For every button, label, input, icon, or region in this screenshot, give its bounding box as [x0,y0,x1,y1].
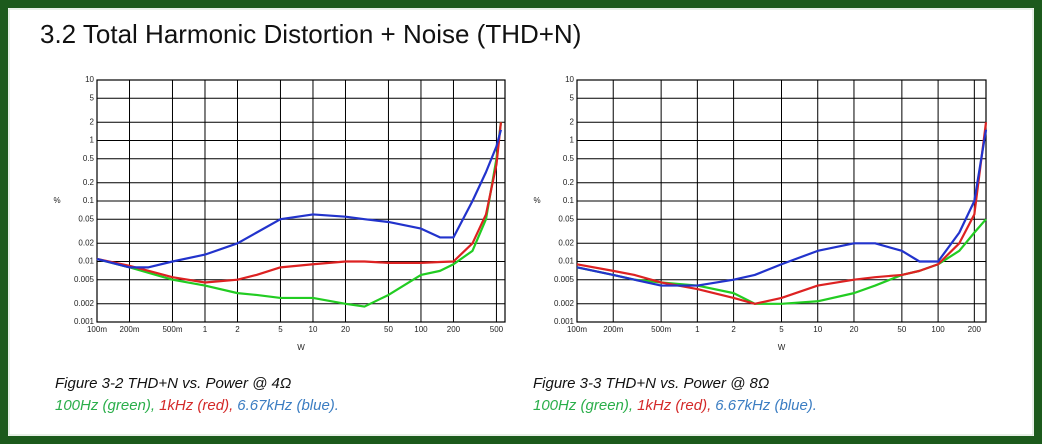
x-tick-label: 2 [235,325,240,334]
y-tick-label: 10 [85,75,94,84]
series-line [576,218,987,305]
y-tick-label: 0.005 [74,275,95,284]
series-line [576,129,988,287]
x-tick-label: 1 [203,325,208,334]
legend-entry: 100Hz (green), [55,397,155,414]
x-tick-label: 500m [651,325,671,334]
x-axis-label: W [297,343,305,352]
y-tick-label: 2 [90,117,95,126]
legend-entry: 1kHz (red), [637,397,711,414]
x-tick-label: 10 [813,325,822,334]
legend-entry: 100Hz (green), [533,397,633,414]
y-tick-label: 0.1 [83,196,95,205]
y-tick-label: 0.001 [74,317,95,326]
y-tick-label: 0.002 [74,299,95,308]
y-tick-label: 0.1 [563,196,575,205]
x-tick-label: 200 [968,325,982,334]
figure-caption: Figure 3-2 THD+N vs. Power @ 4Ω [55,375,291,392]
y-tick-label: 0.005 [554,275,575,284]
x-tick-label: 5 [278,325,283,334]
y-tick-label: 0.05 [78,214,94,223]
x-tick-label: 200 [447,325,461,334]
y-tick-label: 10 [565,75,574,84]
y-tick-label: 0.2 [83,178,95,187]
legend-entry: 6.67kHz (blue). [715,397,817,414]
y-tick-label: 0.02 [78,238,94,247]
y-tick-label: 0.01 [78,257,94,266]
x-tick-label: 5 [779,325,784,334]
x-tick-label: 200m [120,325,140,334]
x-tick-label: 50 [384,325,393,334]
y-tick-label: 2 [570,117,575,126]
x-tick-label: 10 [309,325,318,334]
y-tick-label: 5 [90,93,95,102]
y-axis-label: % [533,196,540,205]
y-tick-label: 0.5 [563,154,575,163]
x-tick-label: 1 [695,325,700,334]
x-tick-label: 2 [731,325,736,334]
legend-entry: 6.67kHz (blue). [237,397,339,414]
x-tick-label: 200m [603,325,623,334]
x-tick-label: 100 [414,325,428,334]
y-tick-label: 1 [570,136,575,145]
y-tick-label: 0.002 [554,299,575,308]
y-tick-label: 0.05 [558,214,574,223]
inner-frame [8,8,1034,436]
x-tick-label: 100 [931,325,945,334]
series-line [576,122,988,305]
legend: 100Hz (green), 1kHz (red), 6.67kHz (blue). [533,397,817,414]
y-tick-label: 5 [570,93,575,102]
y-tick-label: 1 [90,136,95,145]
legend: 100Hz (green), 1kHz (red), 6.67kHz (blue). [55,397,339,414]
y-tick-label: 0.001 [554,317,575,326]
y-tick-label: 0.2 [563,178,575,187]
section-title: 3.2 Total Harmonic Distortion + Noise (T… [40,19,581,49]
legend-entry: 1kHz (red), [159,397,233,414]
x-tick-label: 50 [897,325,906,334]
x-tick-label: 20 [341,325,350,334]
series-line [96,129,502,269]
series-line [96,122,503,308]
x-tick-label: 100m [567,325,587,334]
y-tick-label: 0.01 [558,257,574,266]
x-tick-label: 500m [162,325,182,334]
series-line [96,122,503,284]
x-tick-label: 100m [87,325,107,334]
figure-caption: Figure 3-3 THD+N vs. Power @ 8Ω [533,375,769,392]
y-tick-label: 0.02 [558,238,574,247]
y-axis-label: % [53,196,60,205]
x-tick-label: 500 [490,325,504,334]
y-tick-label: 0.5 [83,154,95,163]
x-axis-label: W [778,343,786,352]
x-tick-label: 20 [850,325,859,334]
